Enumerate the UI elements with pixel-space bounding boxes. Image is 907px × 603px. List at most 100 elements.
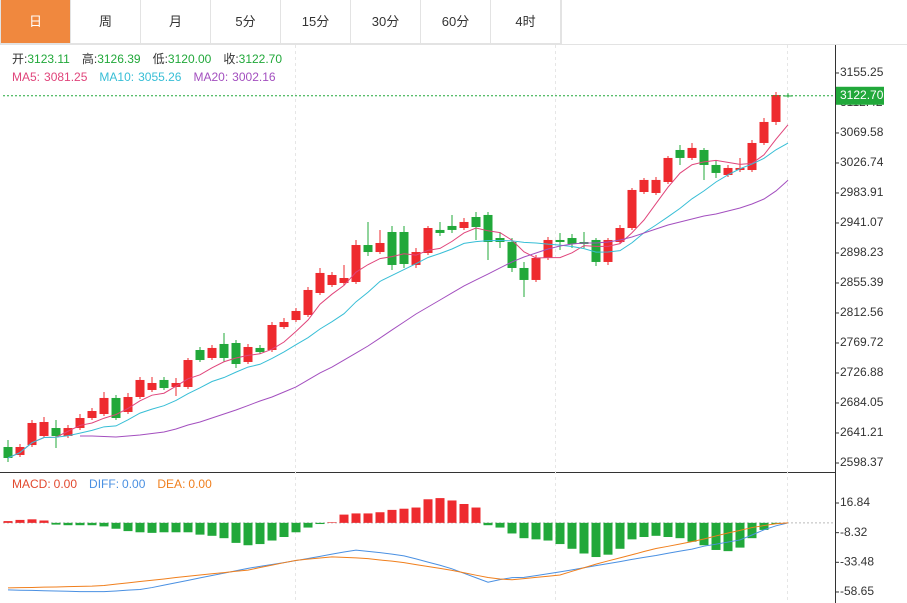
legend-name: MA10: (99, 70, 134, 84)
macd-bar (627, 522, 637, 540)
y-tick-label: 2983.91 (840, 185, 884, 199)
period-tab[interactable]: 周 (71, 0, 141, 43)
candle-body (435, 229, 445, 233)
candle-body (411, 252, 421, 265)
info-label: 低: (153, 52, 168, 66)
info-value: 3123.11 (27, 52, 70, 66)
macd-bar (759, 522, 769, 530)
candle-body (531, 257, 541, 280)
vertical-grid (295, 45, 788, 603)
candle-body (687, 147, 697, 158)
y-tick-label: 3026.74 (840, 155, 884, 169)
macd-bar (591, 522, 601, 558)
info-label: 高: (82, 51, 97, 66)
ma-line (7, 124, 789, 459)
candle-body (447, 225, 457, 230)
period-tab[interactable]: 30分 (351, 0, 421, 43)
macd-bar (555, 522, 565, 545)
macd-bar (615, 522, 625, 549)
ohlc-info: 开:3123.11 高:3126.39 低:3120.00 收:3122.70 (12, 51, 282, 66)
candle-body (75, 418, 85, 429)
macd-bar (27, 519, 37, 523)
macd-bar (543, 522, 553, 541)
candle-body (87, 411, 97, 419)
macd-bar (111, 522, 121, 529)
y-tick-label: 2684.05 (840, 395, 884, 409)
candle-body (291, 310, 301, 321)
macd-bar (495, 522, 505, 528)
candle-body (123, 396, 133, 412)
macd-bar (75, 522, 85, 526)
macd-line (7, 522, 789, 593)
info-value: 3122.70 (239, 52, 283, 66)
legend-value: 3002.16 (232, 70, 276, 84)
y-tick-label: 2855.39 (840, 275, 884, 289)
legend-name: MA5: (12, 70, 40, 84)
ma-line (7, 142, 789, 459)
macd-bar (231, 522, 241, 543)
candle-body (471, 217, 481, 228)
macd-bar (471, 507, 481, 523)
candle-body (27, 422, 37, 446)
candle-body (723, 167, 733, 175)
macd-bar (579, 522, 589, 554)
period-tab[interactable]: 5分 (211, 0, 281, 43)
macd-bar (567, 522, 577, 549)
macd-bar (195, 522, 205, 535)
last-price-tag (836, 86, 884, 105)
candle-body (3, 446, 13, 458)
candle-body (147, 382, 157, 390)
macd-bar (447, 500, 457, 523)
macd-bar (327, 522, 337, 523)
period-tab[interactable]: 4时 (491, 0, 561, 43)
period-tab[interactable]: 日 (1, 0, 71, 43)
info-value: 3126.39 (97, 52, 141, 66)
period-tab[interactable]: 15分 (281, 0, 351, 43)
candle-body (603, 239, 613, 262)
last-price-label: 3122.70 (840, 88, 884, 102)
legend-name: MA20: (193, 70, 228, 84)
y-tick-label: -8.32 (840, 525, 868, 539)
y-tick-label: 2941.07 (840, 215, 884, 229)
macd-bar (99, 522, 109, 527)
macd-line (7, 522, 789, 589)
macd-bar (507, 522, 517, 534)
macd-bar (423, 499, 433, 523)
candle-body (231, 342, 241, 365)
macd-bar (531, 522, 541, 540)
legend-value: 0.00 (188, 477, 212, 491)
candle-body (63, 428, 73, 437)
candle-body (363, 245, 373, 253)
candle-body (195, 350, 205, 361)
candle-body (591, 239, 601, 262)
macd-bar (483, 522, 493, 526)
candle-body (183, 360, 193, 387)
period-tab[interactable]: 60分 (421, 0, 491, 43)
legend-value: 3055.26 (138, 70, 182, 84)
candle-body (387, 231, 397, 265)
macd-bar (639, 522, 649, 537)
candle-body (315, 272, 325, 293)
y-tick-label: 2726.88 (840, 365, 884, 379)
macd-bar (255, 522, 265, 545)
macd-bar (303, 522, 313, 528)
ma-line (80, 179, 789, 438)
candle-body (615, 228, 625, 243)
period-tabs: 日周月 5分 15分 30分 60分 4时 (0, 0, 562, 44)
candle-body (279, 321, 289, 328)
candle-body (111, 397, 121, 419)
macd-bar (267, 522, 277, 541)
candle-body (747, 142, 757, 171)
candle-body (651, 179, 661, 193)
candle-body (255, 347, 265, 353)
candle-body (711, 164, 721, 173)
macd-bar (63, 522, 73, 526)
y-tick-label: -33.48 (840, 554, 874, 568)
legend: MACD: 0.00 DIFF: 0.00 DEA: 0.00 (12, 477, 212, 491)
legend-name: DEA: (157, 477, 185, 491)
macd-bar (459, 503, 469, 523)
candle-body (219, 343, 229, 358)
period-tab[interactable]: 月 (141, 0, 211, 43)
macd-bar (315, 522, 325, 525)
